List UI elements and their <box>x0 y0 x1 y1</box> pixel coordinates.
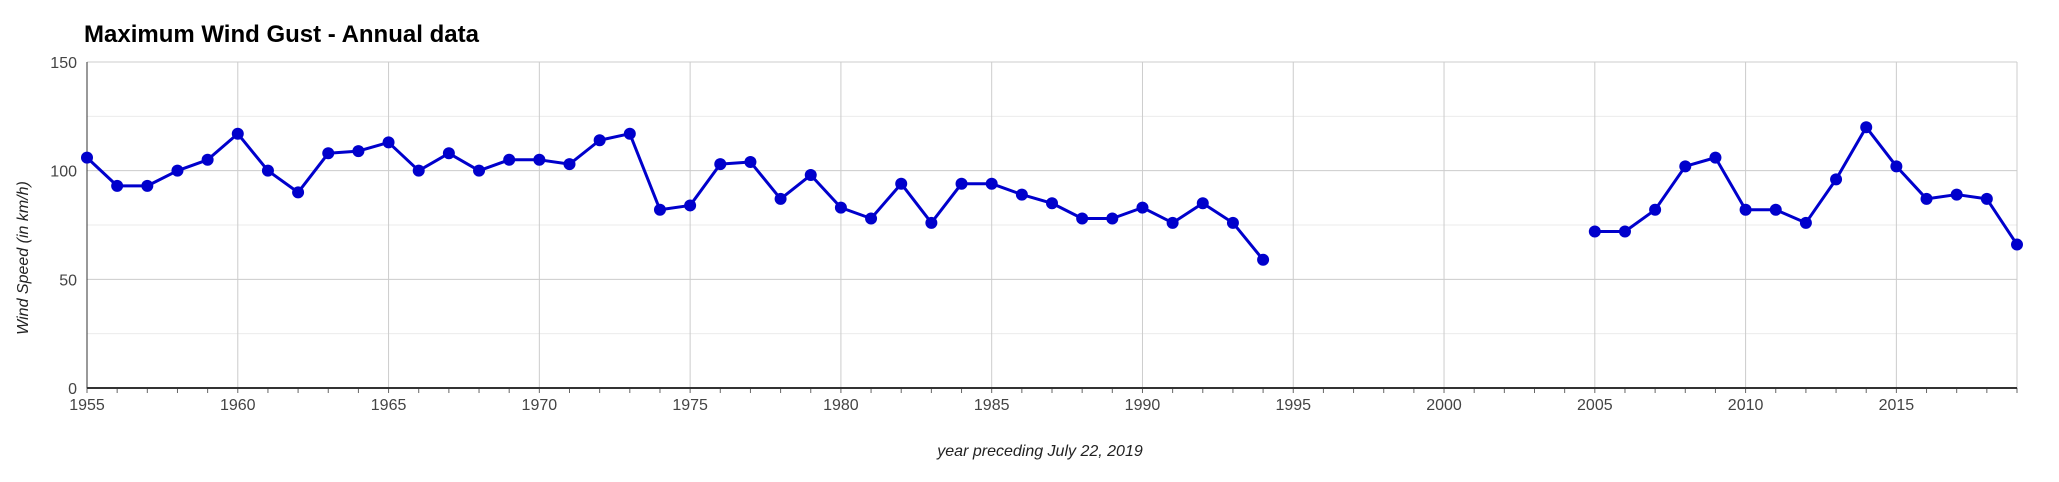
data-point <box>865 212 878 225</box>
data-point <box>1076 212 1089 225</box>
data-point <box>292 186 305 199</box>
data-point <box>985 177 998 190</box>
data-point <box>1649 203 1662 216</box>
y-tick-label: 100 <box>50 164 77 181</box>
y-tick-label: 50 <box>59 272 77 289</box>
data-point <box>442 147 455 160</box>
data-point <box>1588 225 1601 238</box>
x-tick-label: 2000 <box>1426 397 1462 414</box>
data-point <box>1739 203 1752 216</box>
x-tick-label: 1990 <box>1125 397 1161 414</box>
data-point <box>503 153 516 166</box>
data-point <box>1950 188 1963 201</box>
axes <box>86 62 2018 393</box>
data-point <box>774 192 787 205</box>
data-point <box>714 158 727 171</box>
data-point <box>955 177 968 190</box>
tick-labels: 0 50 100 150 1955 1960 1965 1970 1975 1980 1985 199… <box>50 55 1914 414</box>
x-tick-label: 1965 <box>371 397 407 414</box>
data-point <box>1980 192 1993 205</box>
data-points <box>81 121 2023 266</box>
data-point <box>1015 188 1028 201</box>
x-tick-label: 1955 <box>69 397 105 414</box>
data-point <box>2011 238 2023 251</box>
data-point <box>1618 225 1631 238</box>
series-line-layer <box>85 125 2019 262</box>
data-point <box>382 136 395 149</box>
x-tick-label: 1985 <box>974 397 1010 414</box>
x-axis-title: year preceding July 22, 2019 <box>936 443 1143 460</box>
data-point <box>1860 121 1873 134</box>
data-point <box>1046 197 1058 210</box>
data-point <box>81 151 93 164</box>
data-point <box>352 145 365 158</box>
data-point <box>684 199 697 212</box>
data-point <box>322 147 335 160</box>
data-point <box>111 179 124 192</box>
data-point <box>141 179 154 192</box>
data-point <box>895 177 908 190</box>
data-point <box>1769 203 1782 216</box>
data-point <box>171 164 184 177</box>
x-tick-label: 1980 <box>823 397 859 414</box>
data-point <box>563 158 576 171</box>
data-point <box>1226 216 1239 229</box>
x-tick-label: 2015 <box>1879 397 1915 414</box>
data-point <box>804 169 817 182</box>
y-tick-label: 0 <box>68 381 77 398</box>
data-point <box>1830 173 1843 186</box>
y-tick-label: 150 <box>50 55 77 72</box>
data-point <box>533 153 546 166</box>
data-point <box>744 155 757 168</box>
data-point <box>1196 197 1209 210</box>
data-point <box>1106 212 1119 225</box>
data-point <box>1920 192 1933 205</box>
data-point <box>834 201 847 214</box>
x-tick-label: 1970 <box>522 397 558 414</box>
data-point <box>593 134 606 147</box>
y-axis-title: Wind Speed (in km/h) <box>15 181 32 335</box>
data-point <box>1679 160 1692 173</box>
data-point <box>412 164 425 177</box>
data-point <box>473 164 486 177</box>
data-point <box>1257 253 1270 266</box>
data-point <box>623 127 636 140</box>
series-line-segment <box>85 132 1265 262</box>
data-point <box>1890 160 1903 173</box>
data-point <box>925 216 938 229</box>
data-point <box>1709 151 1722 164</box>
grid-lines <box>87 61 2018 388</box>
data-point <box>653 203 666 216</box>
data-point <box>261 164 274 177</box>
data-point <box>1166 216 1179 229</box>
x-tick-label: 2005 <box>1577 397 1613 414</box>
data-point <box>201 153 214 166</box>
chart-title: Maximum Wind Gust - Annual data <box>84 21 480 48</box>
data-point <box>1799 216 1812 229</box>
x-tick-label: 1975 <box>672 397 708 414</box>
x-tick-label: 1960 <box>220 397 256 414</box>
x-tick-label: 2010 <box>1728 397 1764 414</box>
data-point <box>231 127 244 140</box>
data-point <box>1136 201 1149 214</box>
x-tick-label: 1995 <box>1275 397 1311 414</box>
